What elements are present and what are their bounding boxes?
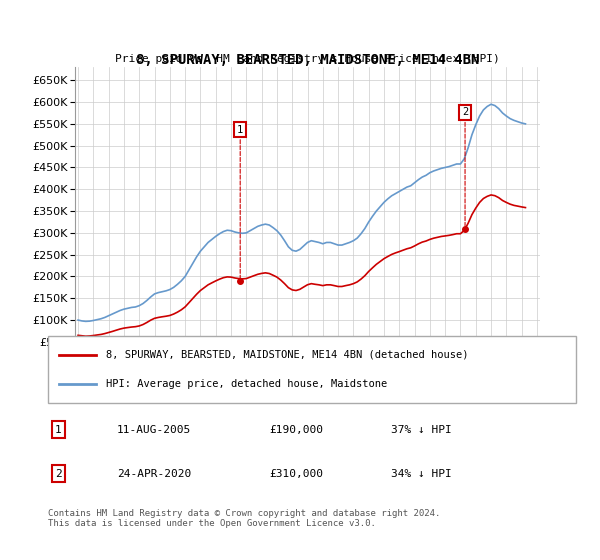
Title: 8, SPURWAY, BEARSTED, MAIDSTONE, ME14 4BN: 8, SPURWAY, BEARSTED, MAIDSTONE, ME14 4B… — [136, 53, 479, 67]
Text: 1: 1 — [55, 424, 62, 435]
Text: 1: 1 — [237, 125, 244, 135]
Text: £190,000: £190,000 — [270, 424, 324, 435]
Text: 2: 2 — [462, 108, 468, 118]
Text: 34% ↓ HPI: 34% ↓ HPI — [391, 469, 452, 479]
Text: Price paid vs. HM Land Registry's House Price Index (HPI): Price paid vs. HM Land Registry's House … — [115, 54, 500, 64]
Text: £310,000: £310,000 — [270, 469, 324, 479]
Text: 24-APR-2020: 24-APR-2020 — [116, 469, 191, 479]
Text: HPI: Average price, detached house, Maidstone: HPI: Average price, detached house, Maid… — [106, 379, 388, 389]
Text: 11-AUG-2005: 11-AUG-2005 — [116, 424, 191, 435]
Text: 2: 2 — [55, 469, 62, 479]
Text: Contains HM Land Registry data © Crown copyright and database right 2024.
This d: Contains HM Land Registry data © Crown c… — [48, 509, 440, 529]
Text: 37% ↓ HPI: 37% ↓ HPI — [391, 424, 452, 435]
Text: 8, SPURWAY, BEARSTED, MAIDSTONE, ME14 4BN (detached house): 8, SPURWAY, BEARSTED, MAIDSTONE, ME14 4B… — [106, 350, 469, 360]
FancyBboxPatch shape — [48, 336, 576, 403]
